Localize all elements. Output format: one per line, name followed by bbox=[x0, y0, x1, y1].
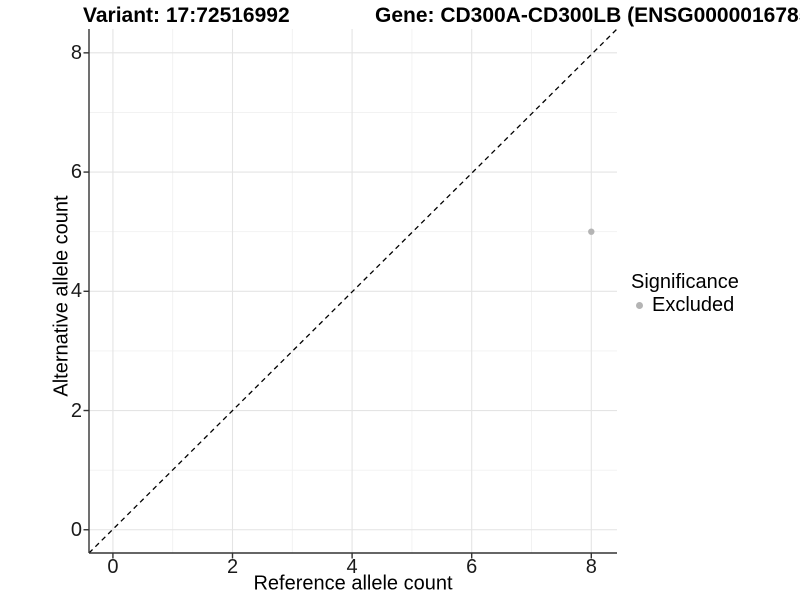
y-tick-label: 6 bbox=[70, 161, 82, 184]
y-tick-label: 8 bbox=[70, 41, 82, 64]
legend-item-label: Excluded bbox=[652, 293, 735, 316]
y-tick-label: 4 bbox=[70, 280, 82, 303]
legend-point-icon bbox=[636, 301, 643, 309]
x-axis-title: Reference allele count bbox=[253, 572, 453, 595]
legend: Significance Excluded bbox=[631, 271, 739, 316]
x-tick-label: 8 bbox=[585, 556, 597, 578]
legend-item-excluded: Excluded bbox=[631, 294, 739, 316]
x-tick-label: 4 bbox=[346, 556, 358, 578]
y-tick-label: 2 bbox=[70, 399, 82, 422]
legend-title: Significance bbox=[631, 271, 739, 293]
plot-panel bbox=[83, 28, 618, 559]
y-tick-label: 0 bbox=[70, 518, 82, 541]
x-tick-label: 6 bbox=[466, 556, 478, 578]
plot-title-gene: Gene: CD300A-CD300LB (ENSG00000167851- bbox=[375, 4, 800, 27]
plot-title-variant: Variant: 17:72516992 bbox=[83, 4, 290, 27]
x-tick-label: 0 bbox=[107, 556, 119, 578]
data-point bbox=[588, 228, 595, 235]
x-tick-label: 2 bbox=[226, 556, 239, 578]
